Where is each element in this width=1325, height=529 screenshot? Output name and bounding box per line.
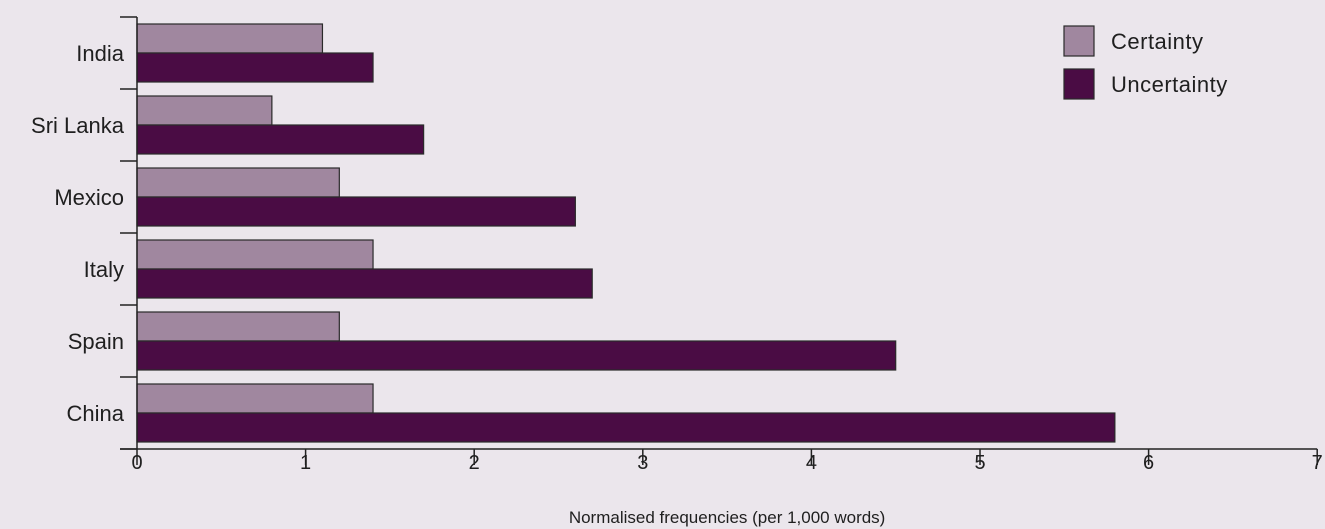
- category-label: China: [67, 401, 125, 426]
- legend-swatch: [1063, 25, 1095, 57]
- bar-uncertainty-mexico: [136, 196, 576, 227]
- x-tick-label: 1: [300, 452, 311, 474]
- bar-certainty-china: [136, 383, 374, 414]
- x-tick-label: 2: [469, 452, 480, 474]
- bar-certainty-mexico: [136, 167, 340, 198]
- x-tick-label: 3: [637, 452, 648, 474]
- category-label: Italy: [84, 257, 124, 282]
- bar-certainty-italy: [136, 239, 374, 270]
- bar-certainty-spain: [136, 311, 340, 342]
- x-tick-label: 0: [131, 452, 142, 474]
- x-tick-label: 4: [806, 452, 817, 474]
- legend-swatch: [1063, 68, 1095, 100]
- bar-uncertainty-italy: [136, 268, 593, 299]
- category-label: Sri Lanka: [31, 113, 125, 138]
- legend-label: Certainty: [1111, 29, 1204, 54]
- legend-label: Uncertainty: [1111, 72, 1228, 97]
- bar-uncertainty-china: [136, 412, 1116, 443]
- category-label: India: [76, 41, 124, 66]
- bar-certainty-india: [136, 23, 324, 54]
- bar-uncertainty-india: [136, 52, 374, 83]
- x-axis-ticks: 0 1 2 3 4 5 6 7: [131, 449, 1323, 474]
- category-label: Mexico: [54, 185, 124, 210]
- bar-certainty-sri-lanka: [136, 95, 273, 126]
- bar-uncertainty-sri-lanka: [136, 124, 425, 155]
- x-tick-label: 7: [1312, 452, 1323, 474]
- x-tick-label: 6: [1143, 452, 1154, 474]
- y-axis-ticks: India Sri Lanka Mexico Italy Spain China: [31, 16, 137, 450]
- x-axis-title: Normalised frequencies (per 1,000 words): [569, 508, 886, 527]
- x-tick-label: 5: [974, 452, 985, 474]
- category-label: Spain: [68, 329, 124, 354]
- bars-group: [136, 23, 1116, 443]
- legend: Certainty Uncertainty: [1063, 25, 1228, 100]
- bar-uncertainty-spain: [136, 340, 897, 371]
